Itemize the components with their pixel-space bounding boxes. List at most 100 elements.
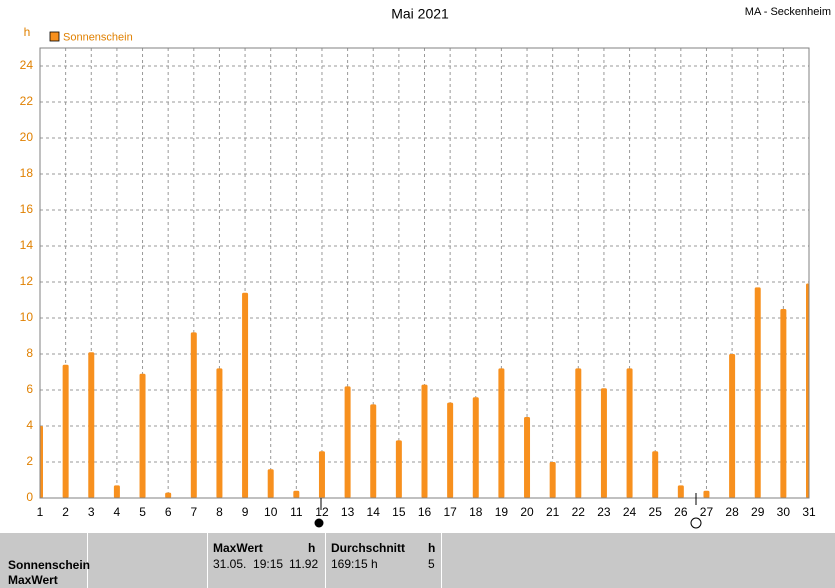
x-tick-label: 24 bbox=[623, 505, 637, 519]
bar bbox=[575, 368, 582, 498]
y-tick-label: 6 bbox=[26, 382, 33, 396]
y-tick-label: 22 bbox=[20, 94, 34, 108]
summary-table: Sonnenschein MaxWert MaxWert h 31.05. 19… bbox=[0, 533, 835, 588]
column-unit: h bbox=[428, 541, 436, 555]
bar bbox=[88, 352, 95, 498]
full-moon bbox=[314, 518, 324, 528]
bar bbox=[677, 485, 684, 498]
x-tick-label: 15 bbox=[392, 505, 406, 519]
x-tick-label: 13 bbox=[341, 505, 355, 519]
x-tick-label: 6 bbox=[165, 505, 172, 519]
bar bbox=[40, 426, 43, 498]
x-tick-label: 31 bbox=[802, 505, 816, 519]
y-tick-label: 10 bbox=[20, 310, 34, 324]
chart: Mai 2021 MA - Seckenheim h Sonnenschein … bbox=[0, 0, 835, 533]
x-tick-label: 17 bbox=[443, 505, 457, 519]
x-tick-label: 27 bbox=[700, 505, 714, 519]
background bbox=[0, 0, 835, 533]
cell: 169:15 h bbox=[331, 557, 378, 571]
x-tick-label: 8 bbox=[216, 505, 223, 519]
bar bbox=[600, 388, 607, 498]
column-title: Durchschnitt bbox=[331, 541, 406, 555]
x-tick-label: 28 bbox=[725, 505, 739, 519]
x-tick-label: 10 bbox=[264, 505, 278, 519]
bar bbox=[626, 368, 633, 498]
x-tick-label: 26 bbox=[674, 505, 688, 519]
x-tick-label: 23 bbox=[597, 505, 611, 519]
bar bbox=[267, 469, 274, 498]
x-tick-label: 3 bbox=[88, 505, 95, 519]
bar bbox=[242, 292, 249, 498]
bar bbox=[395, 440, 402, 498]
y-tick-label: 8 bbox=[26, 346, 33, 360]
x-tick-label: 21 bbox=[546, 505, 560, 519]
y-tick-label: 24 bbox=[20, 58, 34, 72]
x-tick-label: 9 bbox=[242, 505, 249, 519]
y-tick-label: 2 bbox=[26, 454, 33, 468]
bar bbox=[780, 309, 787, 498]
bar bbox=[344, 386, 351, 498]
station: MA - Seckenheim bbox=[745, 6, 831, 18]
bar bbox=[190, 332, 197, 498]
x-tick-label: 5 bbox=[139, 505, 146, 519]
x-tick-label: 18 bbox=[469, 505, 483, 519]
bar bbox=[472, 397, 479, 498]
plot-border bbox=[39, 47, 810, 499]
bars bbox=[40, 283, 809, 498]
y-tick-label: 18 bbox=[20, 166, 34, 180]
y-tick-label: 20 bbox=[20, 130, 34, 144]
bar bbox=[729, 354, 736, 498]
cell: 11.92 bbox=[289, 557, 319, 571]
x-tick-label: 16 bbox=[418, 505, 432, 519]
column-unit: h bbox=[308, 541, 316, 555]
y-tick-label: 14 bbox=[20, 238, 34, 252]
legend-swatch bbox=[49, 31, 60, 42]
x-tick-label: 1 bbox=[37, 505, 44, 519]
bar bbox=[421, 384, 428, 498]
x-tick-label: 19 bbox=[495, 505, 509, 519]
x-tick-label: 4 bbox=[114, 505, 121, 519]
bar bbox=[524, 417, 531, 498]
x-tick-label: 29 bbox=[751, 505, 765, 519]
bar bbox=[498, 368, 505, 498]
column-title: MaxWert bbox=[213, 541, 263, 555]
separator bbox=[207, 533, 208, 588]
bar bbox=[293, 490, 300, 498]
legend-label: Sonnenschein bbox=[63, 31, 133, 43]
bar bbox=[113, 485, 120, 498]
bar bbox=[447, 402, 454, 498]
bar bbox=[139, 373, 146, 498]
x-tick-label: 2 bbox=[62, 505, 69, 519]
row-label: MaxWert bbox=[8, 573, 58, 587]
y-axis-label: h bbox=[24, 25, 31, 39]
separator bbox=[441, 533, 442, 588]
x-tick-label: 7 bbox=[190, 505, 197, 519]
chart-title: Mai 2021 bbox=[391, 6, 449, 22]
x-tick-label: 14 bbox=[367, 505, 381, 519]
x-tick-label: 11 bbox=[290, 505, 303, 519]
bar bbox=[216, 368, 223, 498]
x-tick-label: 12 bbox=[315, 505, 329, 519]
x-tick-label: 30 bbox=[777, 505, 791, 519]
bar bbox=[806, 283, 809, 498]
bar bbox=[62, 364, 69, 498]
bar bbox=[165, 492, 172, 498]
x-tick-label: 25 bbox=[649, 505, 663, 519]
x-tick-label: 20 bbox=[520, 505, 534, 519]
separator bbox=[325, 533, 326, 588]
y-tick-label: 4 bbox=[26, 418, 33, 432]
cell: 5 bbox=[428, 557, 435, 571]
row-label: Sonnenschein bbox=[8, 558, 91, 572]
separator bbox=[87, 533, 88, 588]
bar bbox=[549, 462, 556, 498]
new-moon bbox=[690, 517, 702, 529]
cell: 31.05. 19:15 bbox=[213, 557, 284, 571]
y-tick-label: 12 bbox=[20, 274, 34, 288]
bar bbox=[703, 490, 710, 498]
bar bbox=[754, 287, 761, 498]
bar bbox=[370, 404, 377, 498]
bar bbox=[652, 451, 659, 498]
y-tick-label: 16 bbox=[20, 202, 34, 216]
x-tick-label: 22 bbox=[572, 505, 586, 519]
